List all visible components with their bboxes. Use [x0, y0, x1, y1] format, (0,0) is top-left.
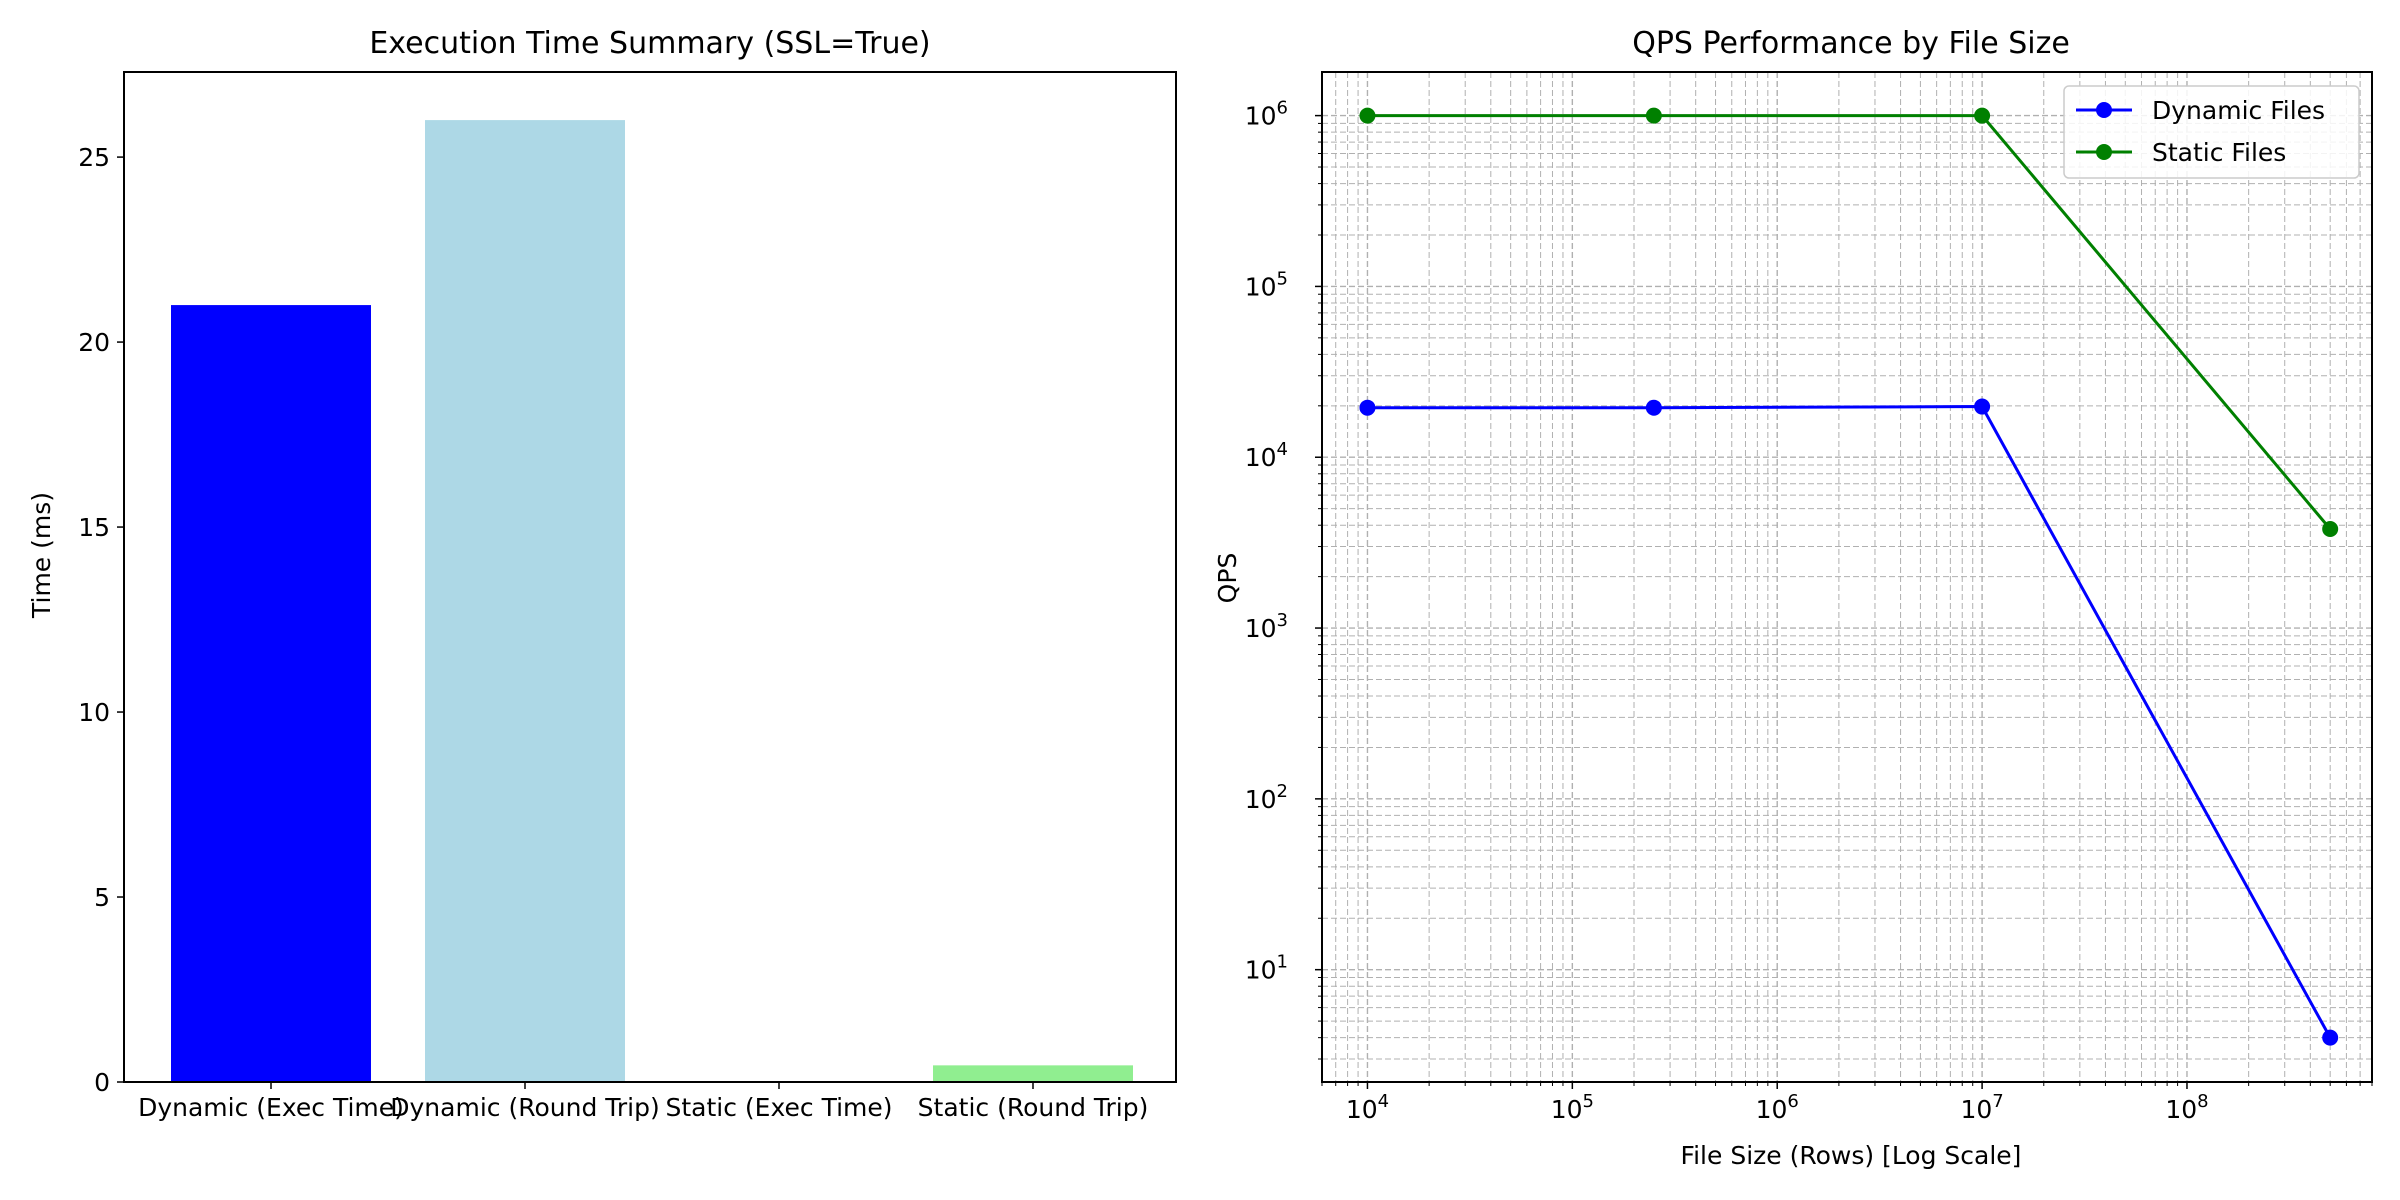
legend-box — [2063, 85, 2360, 179]
line-chart-series — [1359, 107, 2339, 1046]
x-tick-label: Dynamic (Round Trip) — [390, 1093, 659, 1122]
y-tick-label: 104 — [1245, 439, 1288, 472]
y-tick-label: 101 — [1245, 952, 1288, 985]
line-chart-frame — [1321, 71, 2373, 1083]
line-chart-y-axis-label: QPS — [1213, 553, 1242, 604]
bar-chart-bars — [171, 120, 1133, 1083]
bar — [933, 1065, 1133, 1082]
x-tick-label: 108 — [2165, 1091, 2208, 1124]
line-chart-y-ticks: 101 102 103 104 105 106 — [1245, 98, 1322, 1060]
bar-chart-y-axis-label: Time (ms) — [27, 492, 56, 619]
x-tick-label: 104 — [1346, 1091, 1389, 1124]
bar — [425, 120, 625, 1083]
data-point — [2322, 521, 2339, 538]
data-point — [1645, 399, 1662, 416]
y-tick-label: 106 — [1245, 98, 1288, 131]
data-point — [1974, 107, 1991, 124]
line-chart-title: QPS Performance by File Size — [1632, 26, 2070, 61]
legend-marker — [2096, 144, 2112, 160]
y-tick-label: 20 — [78, 328, 110, 357]
x-tick-label: Dynamic (Exec Time) — [138, 1093, 404, 1122]
legend-marker — [2096, 102, 2112, 118]
y-tick-label: 25 — [78, 143, 110, 172]
y-tick-label: 103 — [1245, 610, 1288, 643]
x-tick-label: 107 — [1960, 1091, 2003, 1124]
line-chart: QPS Performance by File Size QPS File Si… — [1213, 26, 2373, 1170]
bar-chart-y-ticks: 0 5 10 15 20 25 — [78, 143, 124, 1097]
bar — [171, 305, 371, 1083]
bar-chart-title: Execution Time Summary (SSL=True) — [369, 26, 930, 61]
y-tick-label: 102 — [1245, 781, 1288, 814]
y-tick-label: 15 — [78, 513, 110, 542]
bar-chart-frame — [123, 71, 1177, 1083]
line-chart-legend: Dynamic Files Static Files — [2063, 85, 2360, 179]
legend-label: Static Files — [2152, 138, 2286, 167]
line-chart-x-ticks: 104 105 106 107 108 — [1321, 1082, 2373, 1124]
data-point — [2322, 1029, 2339, 1046]
x-tick-label: Static (Exec Time) — [665, 1093, 892, 1122]
data-point — [1645, 107, 1662, 124]
series-line — [1367, 114, 2332, 530]
data-point — [1359, 399, 1376, 416]
bar-chart: Execution Time Summary (SSL=True) Time (… — [27, 26, 1177, 1122]
x-tick-label: Static (Round Trip) — [918, 1093, 1149, 1122]
x-tick-label: 106 — [1756, 1091, 1799, 1124]
series-line — [1367, 405, 2332, 1039]
y-tick-label: 10 — [78, 698, 110, 727]
legend-label: Dynamic Files — [2152, 96, 2325, 125]
data-point — [1359, 107, 1376, 124]
y-tick-label: 105 — [1245, 268, 1288, 301]
bar-chart-x-ticks: Dynamic (Exec Time)Dynamic (Round Trip) S… — [138, 1082, 1148, 1122]
y-tick-label: 0 — [94, 1068, 110, 1097]
data-point — [1974, 398, 1991, 415]
line-chart-x-axis-label: File Size (Rows) [Log Scale] — [1681, 1141, 2022, 1170]
y-tick-label: 5 — [94, 883, 110, 912]
x-tick-label: 105 — [1551, 1091, 1594, 1124]
line-chart-grid — [1321, 72, 2373, 1082]
